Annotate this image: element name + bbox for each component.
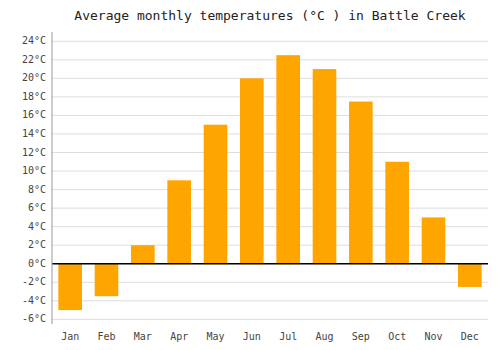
x-tick-label: Oct — [388, 331, 406, 342]
bar — [204, 125, 228, 264]
title: Average monthly temperatures (°C ) in Ba… — [74, 8, 466, 23]
y-tick-label: 22°C — [22, 54, 46, 65]
chart-svg: Average monthly temperatures (°C ) in Ba… — [0, 0, 500, 350]
bar — [385, 162, 409, 264]
grid-line — [52, 115, 488, 116]
y-tick-label: -4°C — [22, 295, 46, 306]
x-tick-label: Nov — [424, 331, 442, 342]
grid-line — [52, 208, 488, 209]
chart-container: Average monthly temperatures (°C ) in Ba… — [0, 0, 500, 350]
grid — [52, 41, 488, 319]
grid-line — [52, 152, 488, 153]
bar — [276, 55, 300, 264]
grid-line — [52, 319, 488, 320]
y-tick-label: 12°C — [22, 147, 46, 158]
y-tick-label: 24°C — [22, 35, 46, 46]
x-tick-label: Apr — [170, 331, 188, 342]
grid-line — [52, 78, 488, 79]
y-tick-label: 8°C — [28, 184, 46, 195]
grid-line — [52, 171, 488, 172]
y-tick-label: 6°C — [28, 202, 46, 213]
y-tick-label: 16°C — [22, 109, 46, 120]
grid-line — [52, 41, 488, 42]
zero-line — [52, 263, 488, 265]
bar — [167, 180, 191, 263]
bars — [58, 55, 481, 310]
bar — [313, 69, 337, 264]
grid-line — [52, 300, 488, 301]
bar — [349, 102, 373, 264]
bar — [131, 245, 155, 264]
y-tick-label: 14°C — [22, 128, 46, 139]
x-tick-label: Mar — [134, 331, 152, 342]
bar — [95, 264, 119, 296]
x-tick-label: Sep — [352, 331, 370, 342]
x-tick-label: Dec — [461, 331, 479, 342]
y-tick-label: 2°C — [28, 239, 46, 250]
y-tick-label: 0°C — [28, 258, 46, 269]
x-tick-label: Feb — [97, 331, 115, 342]
x-tick-label: Aug — [315, 331, 333, 342]
y-tick-label: -2°C — [22, 276, 46, 287]
x-tick-label: Jan — [61, 331, 79, 342]
y-tick-label: 20°C — [22, 72, 46, 83]
y-tick-label: -6°C — [22, 313, 46, 324]
grid-line — [52, 189, 488, 190]
grid-line — [52, 59, 488, 60]
grid-line — [52, 133, 488, 134]
y-axis-line — [52, 32, 53, 324]
y-tick-label: 18°C — [22, 91, 46, 102]
y-tick-label: 10°C — [22, 165, 46, 176]
x-tick-label: Jul — [279, 331, 297, 342]
bar — [458, 264, 482, 287]
bar — [422, 217, 446, 263]
x-tick-label: Jun — [243, 331, 261, 342]
bar — [240, 78, 264, 263]
x-tick-label: May — [206, 331, 224, 342]
bar — [58, 264, 82, 310]
y-tick-label: 4°C — [28, 221, 46, 232]
grid-line — [52, 96, 488, 97]
grid-line — [52, 263, 488, 264]
